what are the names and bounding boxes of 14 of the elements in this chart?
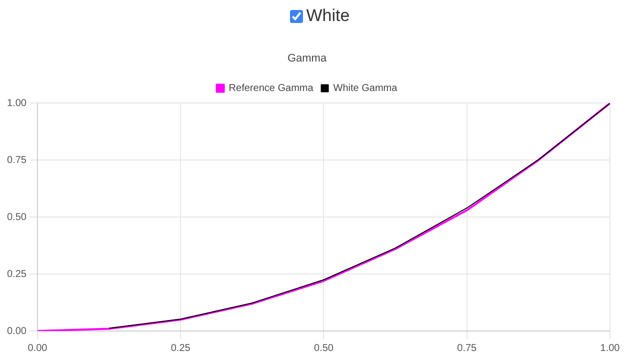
- x-tick-label: 0.00: [28, 342, 48, 354]
- legend-label: Reference Gamma: [228, 82, 314, 94]
- y-tick-label: 0.75: [6, 154, 27, 166]
- x-tick-label: 0.75: [457, 342, 478, 354]
- x-tick-label: 0.50: [314, 342, 334, 354]
- x-tick-label: 0.25: [170, 342, 191, 354]
- y-tick-label: 1.00: [6, 98, 27, 109]
- x-tick-label: 1.00: [600, 342, 620, 354]
- y-tick-label: 0.25: [6, 268, 27, 280]
- y-tick-label: 0.00: [6, 326, 27, 337]
- chart-title: Gamma: [287, 52, 328, 65]
- y-tick-label: 0.50: [6, 212, 27, 223]
- legend-label: White Gamma: [333, 82, 398, 94]
- text: White: [306, 6, 350, 26]
